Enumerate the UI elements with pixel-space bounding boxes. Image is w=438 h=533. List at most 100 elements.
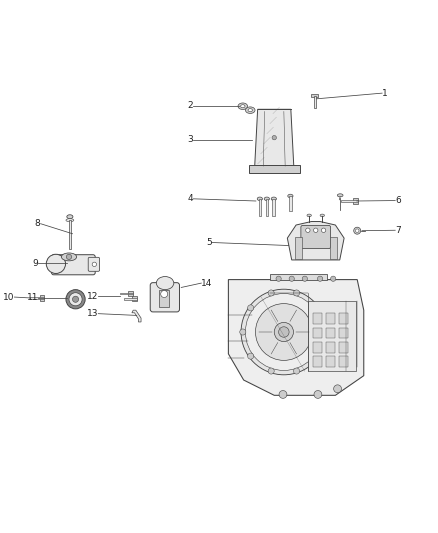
Circle shape	[293, 290, 300, 296]
Text: 5: 5	[206, 238, 212, 247]
Bar	[313, 328, 322, 338]
Bar	[339, 357, 349, 367]
FancyBboxPatch shape	[150, 282, 180, 312]
Circle shape	[314, 305, 320, 311]
Bar	[326, 328, 336, 338]
Text: 2: 2	[188, 101, 194, 110]
Circle shape	[354, 227, 361, 234]
Bar	[313, 357, 322, 367]
Circle shape	[279, 391, 287, 398]
Text: 10: 10	[3, 293, 14, 302]
Bar	[265, 199, 268, 216]
Bar	[330, 237, 337, 259]
Text: 8: 8	[35, 219, 41, 228]
Text: 11: 11	[27, 294, 39, 302]
Circle shape	[293, 368, 300, 374]
Text: 3: 3	[188, 135, 194, 144]
Text: 12: 12	[87, 292, 98, 301]
Bar	[339, 313, 349, 324]
Text: 9: 9	[33, 259, 39, 268]
Circle shape	[322, 329, 328, 335]
Circle shape	[274, 322, 293, 342]
Circle shape	[306, 228, 310, 232]
Circle shape	[314, 353, 320, 359]
Circle shape	[92, 262, 96, 266]
Circle shape	[321, 228, 326, 232]
Ellipse shape	[264, 197, 269, 200]
Circle shape	[272, 135, 276, 140]
FancyBboxPatch shape	[88, 257, 99, 271]
Polygon shape	[132, 310, 141, 322]
Polygon shape	[287, 222, 344, 260]
Circle shape	[318, 276, 323, 281]
Circle shape	[334, 385, 342, 393]
Ellipse shape	[257, 197, 262, 200]
Circle shape	[247, 353, 254, 359]
Bar	[308, 302, 357, 372]
Polygon shape	[228, 280, 364, 395]
Bar	[289, 196, 292, 211]
Ellipse shape	[245, 107, 255, 114]
Bar	[132, 296, 137, 302]
Ellipse shape	[288, 194, 293, 198]
Circle shape	[314, 228, 318, 232]
Ellipse shape	[240, 104, 245, 108]
Ellipse shape	[61, 253, 77, 261]
Circle shape	[66, 289, 85, 309]
Ellipse shape	[248, 109, 252, 112]
Circle shape	[67, 254, 72, 260]
Circle shape	[247, 305, 254, 311]
Circle shape	[302, 276, 307, 281]
Text: 4: 4	[188, 195, 194, 203]
Text: 13: 13	[87, 309, 98, 318]
Circle shape	[276, 276, 281, 281]
Text: 6: 6	[395, 196, 401, 205]
Circle shape	[161, 290, 168, 297]
Circle shape	[331, 276, 336, 281]
Circle shape	[268, 368, 274, 374]
Bar	[272, 199, 275, 216]
Circle shape	[240, 329, 246, 335]
Bar	[295, 237, 302, 259]
Circle shape	[245, 294, 322, 370]
Bar	[341, 200, 358, 202]
Ellipse shape	[66, 219, 74, 222]
Bar	[353, 198, 358, 204]
Bar	[313, 342, 322, 352]
Bar	[339, 328, 349, 338]
Ellipse shape	[307, 214, 311, 217]
Circle shape	[46, 254, 66, 273]
Ellipse shape	[238, 103, 247, 109]
Text: 7: 7	[395, 226, 401, 235]
Circle shape	[69, 293, 82, 306]
Bar	[326, 357, 336, 367]
Text: 1: 1	[382, 88, 388, 98]
Bar	[258, 199, 261, 216]
Bar	[30, 297, 44, 299]
Circle shape	[255, 304, 312, 360]
Bar	[326, 342, 336, 352]
Bar	[159, 289, 170, 307]
Circle shape	[314, 391, 322, 398]
Ellipse shape	[337, 194, 343, 197]
Ellipse shape	[156, 277, 174, 289]
Bar	[124, 298, 137, 300]
Bar	[249, 165, 300, 173]
Bar	[69, 220, 71, 249]
Polygon shape	[254, 109, 294, 168]
Bar	[326, 313, 336, 324]
Circle shape	[356, 229, 359, 232]
Bar	[311, 94, 318, 97]
Bar	[313, 313, 322, 324]
Bar	[40, 295, 44, 301]
Circle shape	[241, 289, 327, 375]
Bar	[128, 291, 133, 296]
Bar	[314, 96, 316, 108]
Circle shape	[268, 290, 274, 296]
Ellipse shape	[67, 215, 73, 219]
Circle shape	[289, 276, 294, 281]
FancyBboxPatch shape	[301, 225, 331, 248]
Circle shape	[73, 296, 78, 302]
Circle shape	[279, 327, 289, 337]
Bar	[120, 293, 133, 294]
